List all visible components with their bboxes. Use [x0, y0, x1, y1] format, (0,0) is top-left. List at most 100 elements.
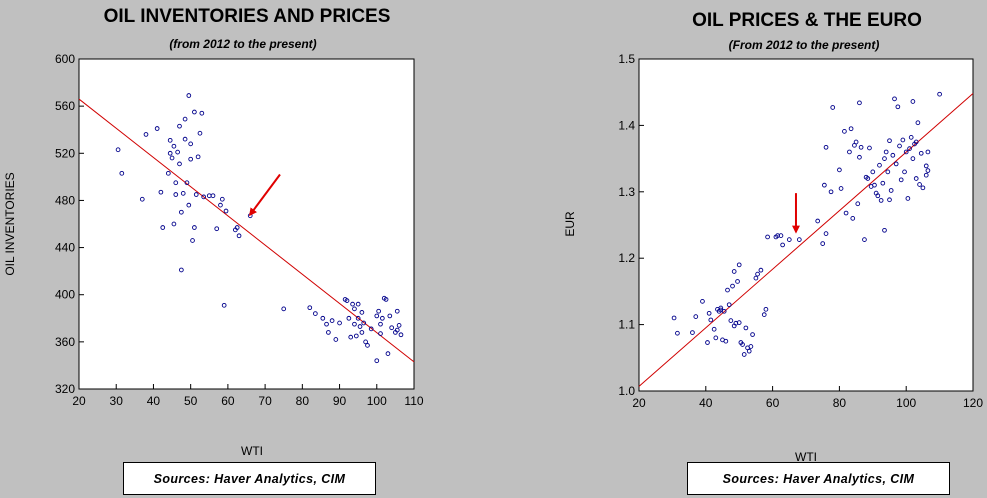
data-point — [885, 169, 891, 175]
data-point — [830, 105, 836, 110]
data-point — [723, 338, 729, 344]
data-point — [188, 156, 194, 162]
x-tick-label: 20 — [632, 396, 646, 410]
data-point — [394, 327, 400, 333]
data-point — [380, 315, 385, 321]
data-point — [320, 315, 326, 321]
chart-title: OIL INVENTORIES AND PRICES — [104, 6, 391, 27]
data-point — [313, 311, 318, 316]
data-point — [775, 233, 780, 238]
y-tick-label: 520 — [55, 146, 75, 160]
data-point — [352, 321, 357, 327]
data-point — [858, 144, 864, 150]
chart-title: OIL PRICES & THE EURO — [692, 10, 922, 31]
data-point — [743, 325, 749, 331]
data-point — [711, 326, 717, 332]
data-point — [173, 192, 179, 197]
x-tick-label: 100 — [367, 394, 387, 408]
data-point — [180, 191, 186, 196]
data-point — [169, 155, 175, 161]
chart-oil-euro: OIL PRICES & THE EURO (From 2012 to the … — [563, 10, 983, 464]
x-tick-label: 80 — [833, 396, 847, 410]
trend-line — [638, 93, 974, 387]
data-point — [855, 201, 861, 207]
data-point — [398, 332, 404, 338]
data-point — [902, 169, 907, 175]
data-point — [847, 149, 852, 155]
x-tick-label: 20 — [72, 394, 86, 408]
data-point — [761, 312, 767, 317]
data-point — [893, 161, 899, 167]
data-point — [741, 352, 747, 357]
x-tick-label: 80 — [296, 394, 310, 408]
x-tick-label: 110 — [404, 394, 423, 408]
data-point — [363, 339, 368, 345]
plot-area — [638, 58, 974, 392]
chart-subtitle: (From 2012 to the present) — [729, 38, 880, 52]
y-tick-label: 480 — [55, 193, 75, 207]
data-point — [357, 324, 363, 329]
data-point — [925, 168, 931, 173]
x-tick-label: 90 — [333, 394, 347, 408]
data-point — [355, 301, 361, 307]
data-point — [718, 305, 724, 311]
x-tick-label: 30 — [110, 394, 124, 408]
data-point — [900, 137, 906, 143]
y-tick-label: 600 — [55, 52, 75, 66]
data-point — [763, 306, 769, 312]
y-axis-label: OIL INVENTORIES — [3, 172, 17, 275]
data-point — [875, 193, 881, 199]
data-point — [333, 337, 339, 342]
y-tick-label: 400 — [55, 288, 75, 302]
data-point — [182, 116, 188, 122]
data-point — [857, 100, 862, 106]
data-point — [179, 267, 184, 273]
data-point — [179, 209, 184, 215]
data-point — [165, 170, 171, 176]
data-point — [877, 162, 882, 168]
data-point — [210, 193, 216, 199]
data-point — [236, 233, 242, 239]
data-point — [726, 302, 732, 308]
data-point — [184, 180, 190, 186]
data-point — [171, 221, 177, 227]
data-point — [878, 198, 884, 203]
data-point — [348, 334, 354, 340]
data-point — [898, 177, 904, 183]
data-point — [882, 156, 887, 161]
data-point — [872, 182, 877, 188]
data-point — [882, 227, 887, 233]
data-point — [158, 189, 164, 195]
x-tick-label: 120 — [963, 396, 983, 410]
data-point — [199, 110, 205, 116]
data-point — [177, 161, 182, 167]
data-point — [815, 218, 821, 224]
data-point — [190, 238, 195, 243]
data-point — [214, 226, 220, 232]
data-point — [848, 126, 854, 132]
data-point — [337, 320, 342, 326]
x-axis-label: WTI — [241, 444, 263, 458]
data-point — [374, 358, 380, 364]
y-tick-label: 320 — [55, 382, 75, 396]
x-tick-label: 60 — [221, 394, 235, 408]
data-point — [708, 317, 714, 323]
data-point — [383, 297, 389, 302]
y-tick-label: 1.0 — [618, 384, 635, 398]
data-point — [671, 315, 677, 321]
data-point — [167, 150, 173, 156]
data-point — [910, 99, 916, 104]
y-axis-label: EUR — [563, 211, 577, 237]
data-point — [329, 318, 335, 323]
data-point — [753, 275, 759, 281]
data-point — [195, 154, 201, 160]
data-point — [355, 315, 361, 321]
data-point — [842, 129, 847, 134]
data-point — [234, 225, 240, 230]
data-point — [201, 194, 207, 200]
data-point — [192, 109, 197, 115]
data-point — [736, 262, 742, 268]
data-point — [735, 279, 740, 284]
data-point — [139, 196, 145, 202]
data-point — [908, 135, 914, 140]
